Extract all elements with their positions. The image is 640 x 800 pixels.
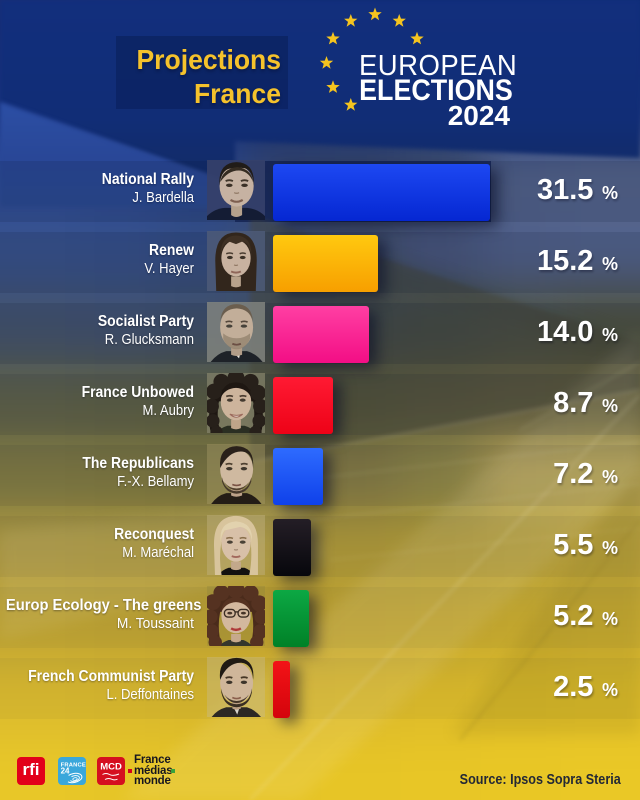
svg-text:24: 24 bbox=[61, 767, 70, 776]
svg-text:FRANCE: FRANCE bbox=[61, 763, 86, 769]
svg-text:MCD: MCD bbox=[100, 762, 122, 773]
